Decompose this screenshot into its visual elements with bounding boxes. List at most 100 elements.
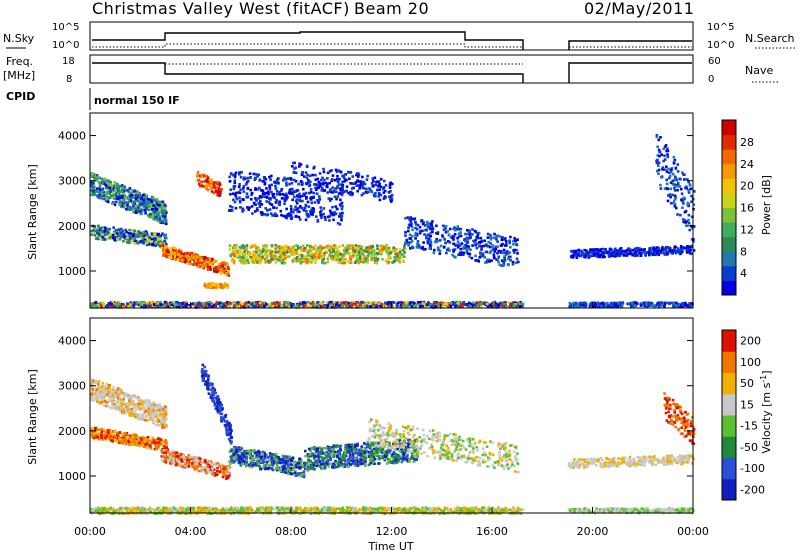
heatmap-cell	[239, 175, 243, 179]
heatmap-cell	[190, 251, 194, 255]
heatmap-cell	[177, 301, 181, 305]
heatmap-cell	[144, 304, 148, 308]
heatmap-cell	[216, 181, 219, 184]
heatmap-cell	[267, 261, 271, 265]
heatmap-cell	[669, 195, 672, 199]
heatmap-cell	[274, 201, 278, 204]
heatmap-cell	[507, 301, 511, 304]
heatmap-cell	[475, 301, 479, 304]
heatmap-cell	[415, 234, 419, 237]
heatmap-cell	[297, 182, 300, 186]
heatmap-cell	[242, 177, 246, 181]
heatmap-cell	[132, 207, 135, 210]
heatmap-cell	[674, 302, 678, 305]
heatmap-cell	[626, 252, 630, 256]
heatmap-cell	[630, 305, 633, 308]
heatmap-cell	[258, 179, 261, 182]
heatmap-cell	[101, 189, 104, 193]
heatmap-cell	[336, 221, 340, 225]
heatmap-cell	[322, 167, 325, 171]
heatmap-cell	[121, 229, 124, 233]
heatmap-cell	[685, 224, 688, 227]
heatmap-cell	[235, 243, 238, 247]
heatmap-cell	[304, 171, 308, 174]
heatmap-cell	[216, 283, 219, 286]
heatmap-cell	[369, 301, 372, 305]
heatmap-cell	[501, 242, 504, 246]
heatmap-cell	[681, 217, 685, 221]
heatmap-cell	[165, 302, 169, 305]
heatmap-cell	[616, 301, 620, 305]
heatmap-cell	[290, 178, 293, 181]
heatmap-cell	[142, 205, 146, 208]
heatmap-cell	[345, 305, 349, 309]
heatmap-cell	[283, 199, 287, 203]
heatmap-cell	[503, 257, 506, 260]
heatmap-cell	[238, 196, 241, 200]
heatmap-cell	[486, 258, 490, 262]
heatmap-cell	[92, 231, 96, 234]
heatmap-cell	[120, 231, 123, 235]
heatmap-cell	[372, 301, 375, 304]
heatmap-cell	[234, 206, 238, 210]
heatmap-cell	[133, 239, 137, 242]
heatmap-cell	[334, 168, 338, 172]
heatmap-cell	[116, 197, 119, 200]
heatmap-cell	[410, 222, 413, 226]
heatmap-cell	[179, 257, 182, 261]
heatmap-cell	[355, 256, 359, 259]
heatmap-cell	[340, 305, 344, 308]
heatmap-cell	[354, 261, 357, 264]
heatmap-cell	[621, 251, 625, 254]
heatmap-cell	[492, 253, 496, 256]
heatmap-cell	[439, 244, 443, 248]
heatmap-cell	[337, 183, 341, 186]
heatmap-cell	[615, 302, 619, 305]
heatmap-cell	[261, 250, 264, 253]
heatmap-cell	[382, 187, 385, 191]
heatmap-cell	[291, 260, 295, 264]
heatmap-cell	[306, 180, 310, 183]
heatmap-cell	[465, 236, 469, 240]
heatmap-cell	[400, 253, 404, 257]
heatmap-cell	[468, 229, 471, 233]
heatmap-cell	[200, 184, 203, 187]
heatmap-cell	[295, 208, 299, 211]
heatmap-cell	[306, 250, 310, 254]
heatmap-cell	[504, 239, 508, 243]
heatmap-cell	[107, 302, 110, 305]
heatmap-cell	[663, 302, 667, 305]
heatmap-cell	[422, 302, 425, 305]
heatmap-cell	[317, 201, 320, 204]
heatmap-cell	[177, 253, 181, 256]
heatmap-cell	[234, 249, 237, 252]
heatmap-cell	[239, 301, 242, 305]
heatmap-cell	[483, 239, 486, 243]
heatmap-cell	[161, 202, 164, 206]
heatmap-cell	[334, 256, 337, 260]
heatmap-cell	[389, 200, 393, 203]
heatmap-cell	[597, 305, 600, 308]
heatmap-cell	[325, 301, 329, 304]
heatmap-cell	[158, 423, 161, 427]
heatmap-cell	[657, 172, 660, 176]
heatmap-cell	[456, 225, 460, 228]
heatmap-cell	[673, 248, 676, 252]
heatmap-cell	[682, 302, 685, 305]
heatmap-cell	[360, 193, 364, 197]
heatmap-cell	[147, 304, 151, 308]
heatmap-cell	[336, 257, 340, 261]
heatmap-cell	[351, 182, 355, 185]
heatmap-cell	[452, 248, 455, 252]
heatmap-cell	[381, 258, 384, 261]
heatmap-cell	[283, 257, 287, 260]
heatmap-cell	[114, 236, 117, 239]
heatmap-cell	[692, 190, 696, 193]
heatmap-cell	[369, 305, 373, 308]
heatmap-cell	[130, 194, 134, 197]
heatmap-cell	[370, 249, 373, 253]
heatmap-cell	[320, 255, 323, 259]
heatmap-cell	[259, 251, 263, 255]
heatmap-cell	[286, 302, 290, 306]
